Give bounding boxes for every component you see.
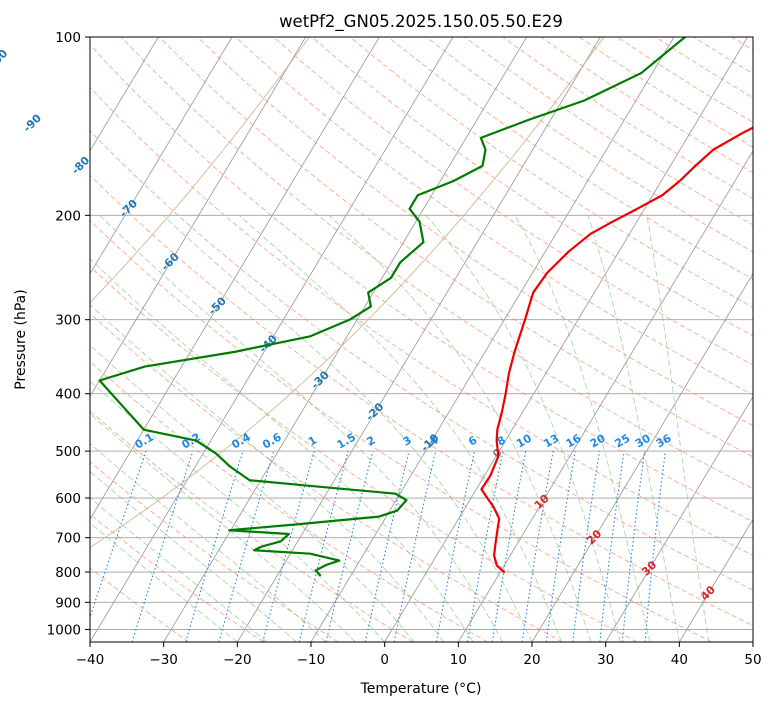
mixing-ratio-line	[599, 451, 625, 642]
y-axis: 1000 900 800 700 600 500 400 300 200 100	[47, 30, 90, 638]
isotherm-line	[678, 518, 753, 642]
isotherm-line	[457, 150, 753, 642]
moist-adiabat	[162, 215, 533, 642]
mixing-ratio-line	[325, 450, 374, 642]
dry-adiabat	[311, 37, 753, 337]
dry-adiabat	[90, 312, 563, 642]
plot-frame	[89, 36, 754, 643]
mixing-ratio-line	[644, 451, 666, 642]
y-tick-label: 600	[55, 491, 81, 507]
dry-adiabat	[120, 37, 753, 490]
y-tick-label: 500	[55, 444, 81, 460]
isotherm-line	[90, 37, 307, 398]
isotherm-line	[90, 37, 454, 642]
isotherm-line	[236, 37, 601, 642]
x-tick-label: −10	[297, 652, 326, 668]
x-tick-label: 10	[450, 652, 467, 668]
dry-adiabat	[158, 37, 753, 458]
isotherm-label: -100	[0, 47, 11, 76]
moist-adiabat	[90, 522, 238, 642]
y-tick-label: 300	[55, 313, 81, 329]
isotherm-line	[90, 37, 159, 152]
y-tick-label: 1000	[47, 622, 81, 638]
dry-adiabat	[90, 461, 339, 642]
mixing-ratio-line	[298, 450, 349, 642]
moist-adiabat	[514, 215, 651, 642]
x-axis-label: Temperature (°C)	[360, 681, 482, 697]
moist-adiabat	[328, 215, 592, 642]
dry-adiabat	[235, 37, 753, 396]
y-tick-label: 800	[55, 565, 81, 581]
moist-adiabat	[90, 344, 415, 642]
mixing-ratio-line	[364, 450, 410, 642]
isotherm-line	[163, 37, 528, 642]
dry-adiabat	[90, 361, 488, 642]
mixing-ratio-line	[572, 451, 601, 642]
y-tick-label: 900	[55, 595, 81, 611]
moist-adiabat	[90, 443, 327, 642]
dry-adiabat	[90, 265, 638, 642]
x-tick-label: 50	[744, 652, 761, 668]
dry-adiabat	[273, 37, 753, 366]
x-tick-label: 20	[523, 652, 540, 668]
mixing-ratio-line	[218, 450, 275, 642]
x-tick-label: −30	[149, 652, 178, 668]
mixing-ratio-line	[545, 451, 576, 642]
y-tick-label: 100	[55, 30, 81, 46]
moist-adiabat	[90, 470, 297, 642]
mixing-ratio-line	[262, 450, 315, 642]
x-tick-label: 30	[597, 652, 614, 668]
x-tick-label: −20	[223, 652, 252, 668]
mixing-ratio-line	[185, 450, 244, 642]
y-tick-label: 400	[55, 387, 81, 403]
y-tick-label: 200	[55, 208, 81, 224]
isotherm-line	[531, 272, 753, 642]
moist-adiabat	[90, 413, 356, 642]
y-tick-label: 700	[55, 531, 81, 547]
moist-adiabat	[238, 215, 562, 642]
chart-title: wetPf2_GN05.2025.150.05.50.E29	[279, 12, 563, 32]
isotherm-line	[310, 37, 675, 642]
x-tick-label: 40	[671, 652, 688, 668]
dewpoint-profile	[98, 37, 687, 577]
x-tick-label: 0	[380, 652, 389, 668]
dry-adiabat	[90, 44, 753, 523]
temperature-profile	[480, 126, 753, 574]
moist-adiabat	[646, 215, 710, 642]
profiles	[98, 37, 753, 577]
dry-adiabat	[90, 86, 753, 557]
isotherm-line	[90, 37, 233, 275]
x-tick-label: −40	[76, 652, 105, 668]
background-lines	[90, 37, 753, 642]
reference-curve	[90, 37, 605, 549]
moist-adiabat	[90, 304, 444, 642]
reference-curve	[90, 37, 310, 304]
dry-adiabat	[90, 130, 753, 591]
moist-adiabat	[425, 215, 621, 642]
moist-adiabat	[587, 215, 680, 642]
mixing-ratio-line	[131, 450, 194, 642]
dry-adiabat	[90, 219, 712, 642]
x-axis: −40 −30 −20 −10 0 10 20 30 40 50	[76, 642, 762, 668]
mixing-ratio-line	[621, 451, 646, 642]
mixing-ratio-line	[521, 451, 554, 642]
y-axis-label: Pressure (hPa)	[13, 289, 29, 389]
moist-adiabat	[90, 497, 268, 642]
isotherm-line	[605, 395, 753, 642]
isotherm-line	[384, 37, 749, 642]
isotherm-line	[90, 37, 380, 521]
dry-adiabat	[90, 513, 264, 642]
